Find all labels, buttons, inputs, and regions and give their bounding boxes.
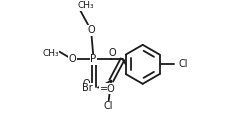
Text: O: O — [108, 48, 115, 58]
Text: =O: =O — [99, 84, 115, 94]
Text: CH₃: CH₃ — [77, 1, 93, 10]
Text: CH₃: CH₃ — [42, 49, 59, 58]
Text: O: O — [82, 80, 90, 89]
Text: Cl: Cl — [103, 101, 112, 112]
Text: P: P — [90, 54, 96, 64]
Text: O: O — [68, 54, 76, 64]
Text: Br: Br — [82, 83, 93, 93]
Text: O: O — [87, 25, 95, 35]
Text: Cl: Cl — [178, 59, 187, 69]
